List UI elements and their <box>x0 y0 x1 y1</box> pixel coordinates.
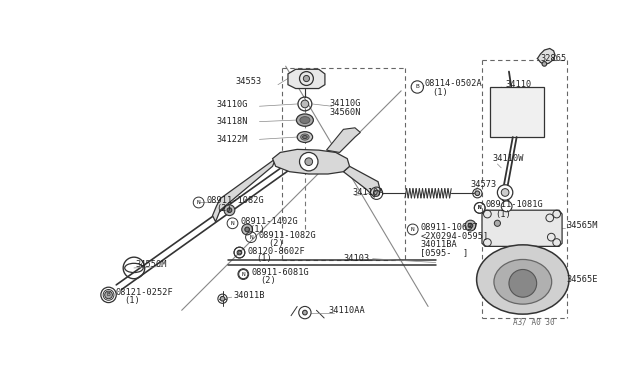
Text: ]: ] <box>463 248 468 257</box>
Text: 08121-0252F: 08121-0252F <box>115 288 173 297</box>
Text: 34560N: 34560N <box>330 108 361 117</box>
Text: N: N <box>478 205 481 211</box>
Text: 08911-10637: 08911-10637 <box>420 222 478 232</box>
Text: N: N <box>230 221 234 226</box>
Circle shape <box>509 269 537 297</box>
Text: 34550M: 34550M <box>136 260 167 269</box>
Circle shape <box>373 190 380 196</box>
Text: 08911-1402G: 08911-1402G <box>240 217 298 226</box>
Text: 34565M: 34565M <box>566 221 598 230</box>
Text: 34110W: 34110W <box>492 154 524 163</box>
Polygon shape <box>273 150 349 174</box>
Text: 34110A: 34110A <box>353 188 384 197</box>
Circle shape <box>475 191 480 196</box>
Text: (2): (2) <box>216 204 232 213</box>
Text: (2): (2) <box>260 276 276 285</box>
Circle shape <box>303 310 307 315</box>
Ellipse shape <box>300 117 310 124</box>
Polygon shape <box>326 128 360 153</box>
Text: 34011BA: 34011BA <box>420 240 457 248</box>
Circle shape <box>242 224 253 235</box>
Ellipse shape <box>296 114 314 126</box>
Text: 34110AA: 34110AA <box>328 306 365 315</box>
Text: B: B <box>237 250 241 255</box>
Text: 34011B: 34011B <box>234 291 265 300</box>
Text: N: N <box>478 205 481 211</box>
Text: N: N <box>196 200 200 205</box>
Circle shape <box>105 291 113 299</box>
Circle shape <box>227 208 232 212</box>
Circle shape <box>245 227 250 232</box>
Circle shape <box>237 250 242 255</box>
Text: (1): (1) <box>250 225 265 234</box>
Text: 34110G: 34110G <box>330 99 361 108</box>
Circle shape <box>305 158 312 166</box>
Polygon shape <box>212 158 276 222</box>
Text: N: N <box>411 227 415 232</box>
Text: 34565E: 34565E <box>566 275 598 284</box>
Text: 08911-1082G: 08911-1082G <box>259 231 316 240</box>
Text: [0595-: [0595- <box>420 248 452 257</box>
Circle shape <box>300 153 318 171</box>
Circle shape <box>220 296 225 301</box>
Text: (1): (1) <box>257 254 272 263</box>
Polygon shape <box>538 48 555 65</box>
Circle shape <box>501 201 512 212</box>
Circle shape <box>468 223 473 228</box>
Text: 34110: 34110 <box>505 80 531 89</box>
Text: (1): (1) <box>125 296 140 305</box>
Text: 08114-0502A: 08114-0502A <box>424 78 482 88</box>
Circle shape <box>494 220 500 226</box>
Text: N: N <box>249 235 253 240</box>
Text: 08120-8602F: 08120-8602F <box>247 247 305 256</box>
Text: 08911-1081G: 08911-1081G <box>486 200 543 209</box>
Ellipse shape <box>301 134 309 140</box>
Text: 34122M: 34122M <box>216 135 248 144</box>
Circle shape <box>542 62 547 66</box>
Text: B: B <box>415 84 419 90</box>
Ellipse shape <box>297 132 312 142</box>
Circle shape <box>501 189 509 196</box>
Text: 34110G: 34110G <box>216 100 248 109</box>
Text: 32865: 32865 <box>541 54 567 63</box>
Ellipse shape <box>477 245 569 314</box>
Text: <2X0294-0595]: <2X0294-0595] <box>420 231 489 240</box>
Text: (2): (2) <box>268 239 284 248</box>
Text: 34573: 34573 <box>470 180 497 189</box>
Circle shape <box>497 185 513 200</box>
Polygon shape <box>482 210 562 246</box>
Text: N: N <box>241 272 245 277</box>
Circle shape <box>301 100 308 108</box>
Text: (1): (1) <box>495 209 511 218</box>
Text: 08911-1082G: 08911-1082G <box>206 196 264 205</box>
Circle shape <box>465 220 476 231</box>
Ellipse shape <box>494 260 552 304</box>
Circle shape <box>303 76 310 81</box>
Circle shape <box>224 205 235 216</box>
Text: 34118N: 34118N <box>216 117 248 126</box>
Bar <box>490 87 543 137</box>
Polygon shape <box>288 69 325 89</box>
Text: 34553: 34553 <box>236 77 262 86</box>
Text: (1): (1) <box>432 88 448 97</box>
Polygon shape <box>344 166 380 197</box>
Text: A3/ A0 30: A3/ A0 30 <box>513 317 554 326</box>
Text: 34103: 34103 <box>344 254 370 263</box>
Text: 08911-6081G: 08911-6081G <box>251 268 308 277</box>
Text: B: B <box>107 292 111 297</box>
Ellipse shape <box>303 135 307 139</box>
